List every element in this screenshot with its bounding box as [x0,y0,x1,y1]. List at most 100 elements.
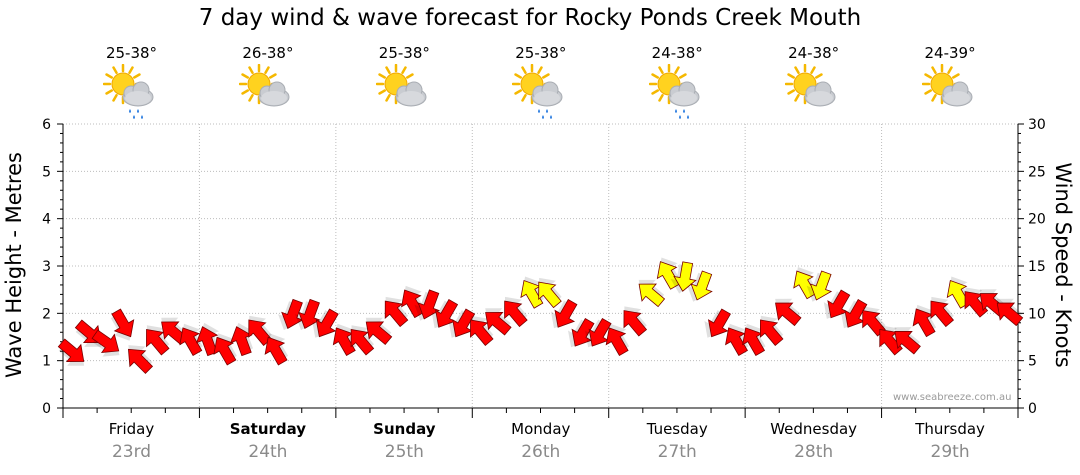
y-left-tick-label: 6 [42,117,51,133]
wind-arrow-body [673,261,697,292]
sun-cloud-icon [375,63,436,128]
day-name: Tuesday [646,420,708,438]
wind-arrow [350,325,375,356]
wind-arrow [278,298,304,331]
wind-arrow [806,270,833,302]
day-name: Saturday [229,420,307,438]
wind-arrow-body [809,270,833,301]
wind-arrow [110,308,135,341]
y-left-tick-label: 3 [42,259,51,275]
wind-arrow [312,308,339,338]
wind-arrow [585,317,612,348]
y-right-tick-label: 0 [1028,401,1037,417]
wind-arrow [638,279,666,308]
wind-arrow [179,323,203,357]
y-right-tick-label: 30 [1028,117,1046,133]
wind-arrow-body [638,283,666,308]
wind-arrow-body [879,329,903,356]
wind-arrow-body [91,329,120,353]
temperature-range: 25-38° [105,44,158,62]
wind-arrow [504,296,528,328]
wind-arrow [365,317,393,346]
y-left-tick-label: 4 [42,212,51,228]
temperature-range: 25-38° [378,44,430,62]
wind-arrow-body [384,300,409,328]
day-date: 27th [657,442,697,462]
wind-arrow [894,327,921,355]
wind-arrow-body [485,312,512,336]
wind-arrow [431,299,459,329]
wind-arrow-body [179,327,203,357]
wind-arrow-body [281,298,304,329]
wind-arrow [793,266,817,300]
day-name: Sunday [373,420,436,438]
wind-arrow-body [127,348,154,374]
temperature-range: 24-39° [924,44,976,62]
wind-arrow [295,298,321,331]
wind-arrow-body [538,281,562,309]
wind-arrow [775,298,802,327]
wind-arrow-body [435,299,459,328]
wind-arrow-body [417,289,440,320]
wind-arrow [670,261,697,294]
y-left-tick-label: 0 [42,401,51,417]
wind-arrow [57,338,85,366]
y-right-tick-label: 10 [1028,306,1046,322]
wind-arrow-body [520,280,544,309]
wind-arrow-body [588,317,612,347]
y-left-tick-label: 2 [42,306,51,322]
grid [63,123,1018,408]
wind-arrow-body [605,327,629,357]
wind-arrow-body [912,308,936,338]
wind-arrow-body [298,298,321,329]
wind-arrow [264,333,289,366]
wind-arrow-body [332,327,356,357]
wind-arrow-body [365,321,393,346]
wind-arrow-body [725,327,748,357]
wind-arrow [146,325,170,356]
wind-arrow-body [690,270,713,301]
temperature-range: 26-38° [242,44,294,62]
wind-arrow-body [230,326,253,357]
sun-cloud-rain-icon [102,63,163,128]
wind-arrow [127,345,154,374]
wind-arrow-body [996,302,1024,327]
day-name: Monday [511,420,571,438]
y-right-tick-label: 15 [1028,259,1046,275]
wind-arrow-body [111,308,135,338]
wind-arrow [704,308,731,338]
temperature-range: 24-38° [651,44,703,62]
temperature-range: 25-38° [515,44,567,62]
sun-cloud-icon [239,63,299,128]
watermark: www.seabreeze.com.au [893,392,1012,403]
wind-arrow [470,315,494,347]
day-date: 28th [794,442,834,462]
wind-arrow-body [146,329,170,356]
wind-arrow-body [759,319,784,347]
sun-cloud-rain-icon [512,63,572,128]
wind-arrow [687,270,713,302]
wind-arrow-body [315,308,339,338]
wind-arrow [605,323,630,357]
wind-arrow-body [470,319,494,347]
day-name: Friday [108,420,155,438]
wind-arrow-body [571,317,595,347]
wind-arrow-body [57,338,85,362]
wind-arrow-body [894,330,921,355]
chart-title: 7 day wind & wave forecast for Rocky Pon… [198,5,862,31]
wind-arrow-body [707,308,731,338]
temperature-range: 24-38° [788,44,840,62]
wind-arrow-body [623,310,648,337]
wind-arrow-body [775,302,802,327]
wind-arrow-body [554,299,578,328]
wind-arrow-body [844,299,868,328]
wind-arrow [930,296,955,328]
sun-cloud-rain-icon [648,63,709,128]
wind-arrow [568,317,595,348]
day-name: Thursday [915,420,985,438]
day-name: Wednesday [770,420,858,438]
wind-arrow-body [452,308,476,338]
wind-arrow-body [213,336,237,366]
wind-arrow-body [248,319,272,347]
